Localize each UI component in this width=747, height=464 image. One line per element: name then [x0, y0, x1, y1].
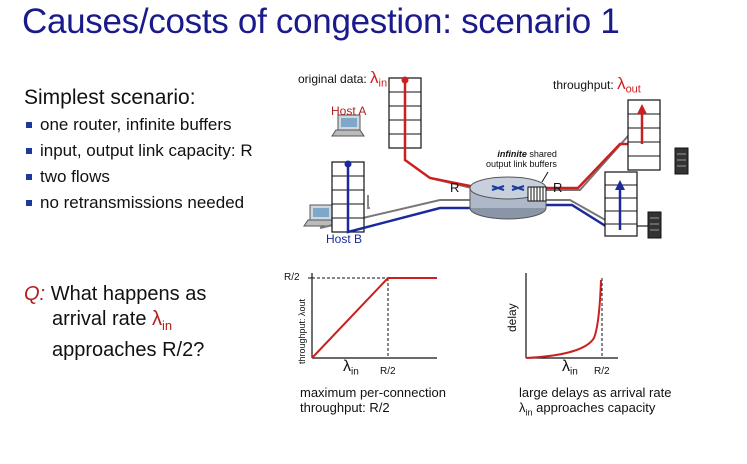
router-icon: [469, 176, 547, 220]
throughput-label: throughput: λout: [553, 74, 641, 96]
server-b-icon: [647, 211, 662, 239]
question-line2: arrival rate: [52, 308, 153, 330]
flow-a-path: [403, 80, 481, 190]
question-label: Q:: [24, 283, 46, 305]
question-lambda: λin: [152, 308, 173, 333]
throughput-graph: [308, 273, 437, 359]
bullet-item: one router, infinite buffers: [24, 112, 253, 138]
link-r-right: R: [553, 180, 563, 195]
router-output-buffer: [527, 171, 549, 202]
delay-x-label: λin: [562, 358, 578, 378]
slide-title: Causes/costs of congestion: scenario 1: [22, 2, 620, 41]
delay-curve: [525, 279, 602, 359]
y-axis-label: throughput: λout: [297, 298, 307, 364]
link-r-left: R: [450, 180, 460, 195]
flow-b-path: [346, 164, 480, 234]
scenario-heading: Simplest scenario:: [24, 86, 196, 109]
host-b-label: Host B: [326, 232, 363, 246]
original-data-label: original data: λin: [298, 68, 388, 90]
delay-x-tick: R/2: [594, 366, 610, 377]
question-line1: What happens as: [50, 283, 207, 305]
delay-graph: [525, 273, 618, 359]
y-tick-label: R/2: [284, 272, 300, 283]
buffer-note: infinite shared output link buffers: [486, 149, 557, 169]
delay-y-label: delay: [505, 303, 519, 332]
question-block: Q: What happens as arrival rate λin appr…: [24, 282, 206, 363]
bullet-item: no retransmissions needed: [24, 190, 253, 216]
server-a-icon: [674, 147, 689, 175]
scenario-bullets: one router, infinite buffers input, outp…: [24, 112, 253, 216]
question-line3: approaches R/2?: [52, 339, 205, 361]
host-a-label: Host A: [331, 104, 367, 118]
network-diagram: [303, 76, 689, 239]
x-axis-label: λin: [343, 358, 359, 378]
throughput-line: [311, 277, 437, 359]
host-b-computer-icon: [303, 204, 337, 227]
bullet-item: input, output link capacity: R: [24, 138, 253, 164]
x-tick-label: R/2: [380, 366, 396, 377]
bullet-item: two flows: [24, 164, 253, 190]
throughput-caption: maximum per-connection throughput: R/2: [300, 385, 446, 415]
delay-caption: large delays as arrival rate λin approac…: [519, 385, 672, 418]
host-a-computer-icon: [331, 114, 365, 137]
